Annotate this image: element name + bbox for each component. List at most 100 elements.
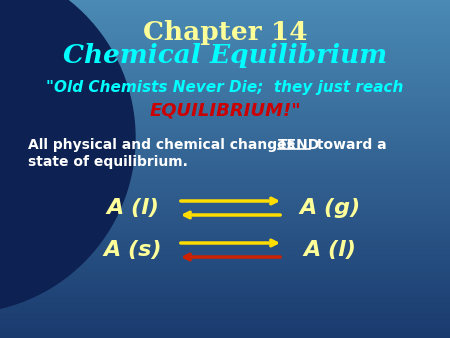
Bar [0, 213, 450, 214]
Bar [0, 10, 450, 11]
Bar [0, 151, 450, 152]
Bar [0, 56, 450, 57]
Bar [0, 70, 450, 71]
Bar [0, 27, 450, 28]
Bar [0, 210, 450, 211]
Bar [0, 217, 450, 218]
Bar [0, 215, 450, 216]
Bar [0, 256, 450, 257]
Bar [0, 165, 450, 166]
Bar [0, 0, 450, 1]
Bar [0, 301, 450, 302]
Text: toward a: toward a [312, 138, 387, 152]
Bar [0, 117, 450, 118]
Bar [0, 47, 450, 48]
Bar [0, 211, 450, 212]
Bar [0, 266, 450, 267]
Bar [0, 199, 450, 200]
Bar [0, 6, 450, 7]
Bar [0, 72, 450, 73]
Bar [0, 90, 450, 91]
Bar [0, 304, 450, 305]
Bar [0, 156, 450, 157]
Bar [0, 141, 450, 142]
Bar [0, 222, 450, 223]
Bar [0, 95, 450, 96]
Bar [0, 123, 450, 124]
Bar [0, 265, 450, 266]
Bar [0, 182, 450, 183]
Bar [0, 75, 450, 76]
Bar [0, 313, 450, 314]
Bar [0, 262, 450, 263]
Text: "Old Chemists Never Die;  they just reach: "Old Chemists Never Die; they just reach [46, 80, 404, 95]
Bar [0, 126, 450, 127]
Bar [0, 76, 450, 77]
Bar [0, 54, 450, 55]
Bar [0, 190, 450, 191]
Bar [0, 300, 450, 301]
Bar [0, 83, 450, 84]
Bar [0, 280, 450, 281]
Bar [0, 58, 450, 59]
Bar [0, 334, 450, 335]
Text: A (g): A (g) [299, 198, 360, 218]
Bar [0, 32, 450, 33]
Bar [0, 91, 450, 92]
Bar [0, 52, 450, 53]
Bar [0, 110, 450, 111]
Bar [0, 111, 450, 112]
Bar [0, 140, 450, 141]
Bar [0, 243, 450, 244]
Bar [0, 131, 450, 132]
Bar [0, 299, 450, 300]
Bar [0, 120, 450, 121]
Bar [0, 115, 450, 116]
Bar [0, 253, 450, 254]
Bar [0, 292, 450, 293]
Bar [0, 197, 450, 198]
Bar [0, 145, 450, 146]
Bar [0, 263, 450, 264]
Bar [0, 187, 450, 188]
Bar [0, 146, 450, 147]
Bar [0, 135, 450, 136]
Bar [0, 99, 450, 100]
Bar [0, 324, 450, 325]
Bar [0, 30, 450, 31]
Text: TEND: TEND [278, 138, 320, 152]
Bar [0, 148, 450, 149]
Bar [0, 207, 450, 208]
Bar [0, 164, 450, 165]
Bar [0, 127, 450, 128]
Bar [0, 161, 450, 162]
Bar [0, 337, 450, 338]
Bar [0, 89, 450, 90]
Bar [0, 108, 450, 109]
Bar [0, 203, 450, 204]
Bar [0, 206, 450, 207]
Bar [0, 139, 450, 140]
Bar [0, 45, 450, 46]
Bar [0, 276, 450, 277]
Bar [0, 282, 450, 283]
Bar [0, 153, 450, 154]
Bar [0, 270, 450, 271]
Bar [0, 74, 450, 75]
Bar [0, 284, 450, 285]
Bar [0, 201, 450, 202]
Bar [0, 23, 450, 24]
Bar [0, 36, 450, 37]
Bar [0, 82, 450, 83]
Bar [0, 53, 450, 54]
Bar [0, 46, 450, 47]
Bar [0, 122, 450, 123]
Bar [0, 158, 450, 159]
Bar [0, 328, 450, 329]
Bar [0, 92, 450, 93]
Bar [0, 39, 450, 40]
Bar [0, 2, 450, 3]
Bar [0, 232, 450, 233]
Bar [0, 112, 450, 113]
Bar [0, 101, 450, 102]
